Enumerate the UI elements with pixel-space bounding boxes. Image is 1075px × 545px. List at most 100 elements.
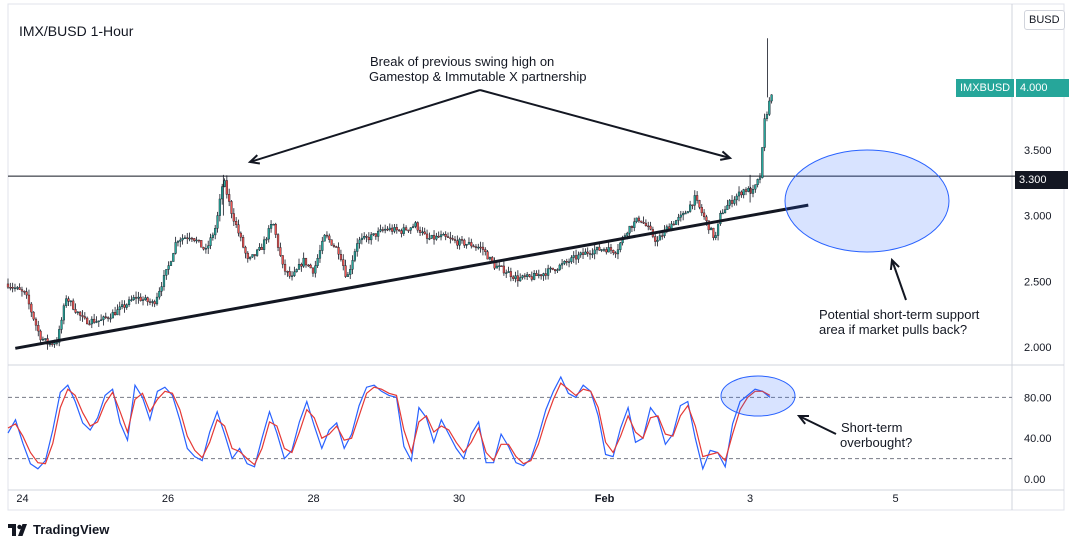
bearish-candle [244,246,247,254]
bullish-candle [533,273,536,280]
bullish-candle [616,249,620,255]
bullish-candle [721,212,724,215]
bearish-candle [146,297,149,302]
bearish-candle [237,224,240,234]
bearish-candle [502,265,505,274]
bullish-candle [514,275,517,279]
bullish-candle [55,342,58,344]
bearish-candle [565,261,568,263]
oscillator-tick-label: 80.00 [1024,392,1052,404]
bullish-candle [13,287,17,290]
chart-title: IMX/BUSD 1-Hour [19,23,134,39]
bullish-candle [633,221,636,228]
bearish-candle [186,237,189,239]
bearish-candle [51,343,54,345]
bullish-candle [626,232,629,236]
time-tick-label: Feb [595,493,615,505]
time-tick-label: 30 [453,493,465,505]
price-tick-label: 3.000 [1024,211,1052,223]
bullish-candle [735,195,738,201]
bearish-candle [34,318,38,326]
bearish-candle [72,300,75,310]
bearish-candle [232,213,235,222]
tradingview-brand: TradingView [33,522,110,537]
bearish-candle [335,246,338,248]
bullish-candle [549,267,552,270]
bullish-candle [765,114,769,119]
bullish-candle [195,239,198,242]
bearish-candle [630,225,634,228]
bullish-candle [95,321,98,323]
bearish-candle [474,246,478,248]
bullish-candle [593,249,596,255]
bearish-candle [418,229,422,233]
bullish-candle [44,338,47,340]
bullish-candle [353,251,356,261]
tradingview-logo[interactable]: TradingView [8,522,109,537]
bearish-candle [707,220,710,231]
bearish-candle [190,237,194,240]
tick-labels: 2.000 2.500 3.000 3.500 0.00 40.00 80.00 24 26 28… [16,145,1051,505]
bullish-candle [556,269,559,272]
overbought-annotation-arrow [798,415,837,435]
bullish-candle [16,287,19,289]
bearish-candle [274,223,277,235]
currency-badge[interactable]: BUSD [1024,10,1065,30]
bearish-candle [698,200,701,208]
bullish-candle [675,220,678,225]
bullish-candle [737,191,741,197]
bearish-candle [332,245,336,247]
bullish-candle [132,297,135,300]
bearish-candle [540,274,543,277]
bearish-candle [598,246,601,251]
bearish-candle [614,252,617,255]
bullish-candle [505,272,508,274]
bullish-candle [635,217,638,222]
time-tick-label: 5 [893,493,899,505]
bullish-candle [379,229,382,232]
bullish-candle [439,234,443,238]
bearish-candle [647,225,650,228]
bullish-candle [526,274,529,277]
bearish-candle [437,235,440,238]
bearish-candle [744,189,748,192]
bearish-candle [27,294,31,305]
bearish-candle [484,249,487,252]
bearish-candle [479,246,482,249]
bullish-candle [356,243,359,252]
bullish-candle [684,212,687,215]
price-tick-label: 2.500 [1024,276,1052,288]
bearish-candle [530,276,533,280]
support-annotation-arrow-head [889,257,900,271]
bearish-candle [25,291,28,296]
bearish-candle [86,317,89,325]
bullish-candle [293,271,296,277]
bearish-candle [344,265,347,277]
bearish-candle [463,239,466,246]
bullish-candle [267,228,270,240]
bearish-candle [276,234,280,248]
bearish-candle [509,271,512,278]
bearish-candle [304,257,308,266]
bullish-candle [65,298,68,306]
bullish-candle [118,306,121,310]
bullish-candle [747,188,750,192]
bullish-candle [751,189,755,194]
bullish-candle [719,212,722,225]
bearish-candle [113,312,117,316]
bearish-candle [512,276,515,279]
tradingview-icon [8,523,27,536]
bullish-candle [733,199,736,204]
oscillator-series [7,375,1012,471]
bearish-candle [6,283,10,288]
bullish-candle [204,248,207,250]
overbought-annotation-arrow-head [796,414,810,425]
bullish-candle [346,274,350,277]
level-price-tag: 3.300 [1015,171,1068,189]
bearish-candle [523,275,526,277]
time-tick-label: 3 [747,493,753,505]
bearish-candle [535,273,538,277]
bearish-candle [416,222,419,231]
bullish-candle [716,223,720,236]
